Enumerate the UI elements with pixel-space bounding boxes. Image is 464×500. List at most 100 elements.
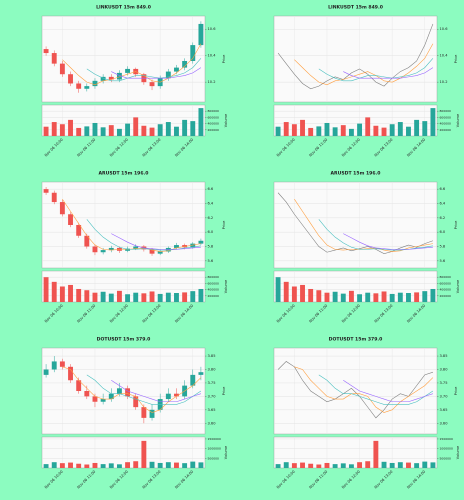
- volume-bar: [51, 281, 57, 302]
- candle-body: [198, 372, 204, 375]
- series-line: [86, 219, 201, 251]
- price-plot-area: [273, 15, 438, 103]
- series-line: [343, 67, 434, 79]
- price-plot-area: [273, 347, 438, 435]
- candle-body: [108, 247, 114, 251]
- volume-bar: [125, 294, 131, 302]
- volume-bar: [116, 464, 122, 468]
- volume-axis-label: Volume: [456, 113, 460, 127]
- volume-bar: [141, 440, 147, 468]
- volume-bar: [357, 123, 363, 136]
- series-line: [318, 374, 434, 405]
- volume-bar: [365, 117, 371, 136]
- candle-body: [92, 80, 98, 87]
- candle-body: [59, 202, 65, 215]
- volume-tick-label: 200000: [208, 128, 220, 132]
- volume-tick-label: 1000000: [440, 447, 453, 451]
- price-plot-area: [41, 347, 206, 435]
- volume-bar: [157, 293, 163, 302]
- volume-tick-label: 1500000: [440, 437, 453, 441]
- volume-bar: [414, 292, 420, 302]
- volume-axis-label: Volume: [456, 445, 460, 459]
- volume-bar: [422, 291, 428, 302]
- series-line: [111, 67, 202, 79]
- volume-plot-area: [41, 270, 206, 303]
- volume-tick-label: 200000: [440, 294, 452, 298]
- y-tick-label: 6.6: [440, 187, 446, 191]
- candle-body: [116, 72, 122, 80]
- candle-body: [92, 246, 98, 253]
- candle-body: [149, 249, 155, 254]
- volume-tick-label: 800000: [440, 109, 452, 113]
- candle-body: [125, 248, 131, 251]
- y-tick-label: 10.2: [208, 80, 216, 84]
- candle-body: [125, 68, 131, 73]
- series-line: [343, 379, 434, 403]
- volume-tick-label: 400000: [440, 288, 452, 292]
- volume-bar: [76, 288, 82, 302]
- volume-bar: [406, 126, 411, 136]
- volume-bar: [68, 284, 73, 302]
- candle-body: [149, 82, 155, 87]
- chart-title: DOTUSDT 15m 379.0: [329, 337, 383, 343]
- volume-bar: [125, 462, 131, 468]
- series-line: [277, 192, 434, 254]
- volume-bar: [308, 288, 314, 302]
- y-tick-label: 6.0: [208, 230, 214, 234]
- volume-bar: [316, 290, 322, 302]
- candle-body: [59, 63, 65, 75]
- candle-body: [43, 369, 49, 375]
- volume-bar: [332, 464, 338, 468]
- volume-bar: [340, 463, 346, 468]
- y-tick-label: 10.6: [440, 27, 449, 31]
- volume-bar: [381, 291, 387, 302]
- y-axis-label: Price: [222, 54, 226, 64]
- volume-bar: [59, 463, 65, 468]
- volume-bar: [348, 128, 354, 136]
- volume-bar: [300, 119, 305, 136]
- volume-tick-label: 600000: [440, 115, 452, 119]
- volume-tick-label: 800000: [208, 275, 220, 279]
- candle-body: [100, 399, 106, 402]
- volume-bar: [308, 463, 314, 468]
- volume-tick-label: 500000: [208, 456, 220, 460]
- volume-bar: [68, 119, 73, 136]
- candle-body: [108, 393, 114, 400]
- volume-bar: [108, 125, 114, 136]
- volume-bar: [133, 292, 139, 302]
- y-tick-label: 3.70: [208, 394, 217, 398]
- volume-bar: [381, 461, 387, 468]
- candle-body: [198, 240, 204, 244]
- volume-bar: [198, 108, 204, 136]
- series-line: [294, 43, 434, 86]
- volume-tick-label: 600000: [208, 115, 220, 119]
- volume-bar: [141, 125, 147, 136]
- volume-bar: [149, 291, 155, 302]
- volume-bar: [100, 291, 106, 302]
- candle-body: [174, 67, 179, 72]
- volume-bar: [165, 292, 171, 302]
- volume-bar: [198, 462, 204, 468]
- series-line: [277, 361, 434, 419]
- series-line: [294, 366, 434, 413]
- y-tick-label: 3.75: [440, 381, 448, 385]
- volume-bar: [406, 462, 411, 468]
- candle-body: [174, 393, 179, 397]
- volume-bar: [283, 281, 289, 302]
- volume-bar: [357, 462, 363, 468]
- volume-bar: [300, 462, 305, 468]
- candle-body: [59, 361, 65, 367]
- candle-body: [68, 366, 73, 381]
- volume-bar: [116, 128, 122, 136]
- volume-bar: [357, 294, 363, 302]
- series-line: [318, 219, 433, 251]
- candle-body: [51, 361, 57, 370]
- series-line: [111, 233, 201, 250]
- candle-body: [116, 388, 122, 394]
- volume-bar: [59, 124, 65, 136]
- volume-bar: [430, 108, 436, 136]
- candle-body: [76, 380, 82, 391]
- candle-body: [100, 76, 106, 81]
- candle-body: [125, 388, 131, 397]
